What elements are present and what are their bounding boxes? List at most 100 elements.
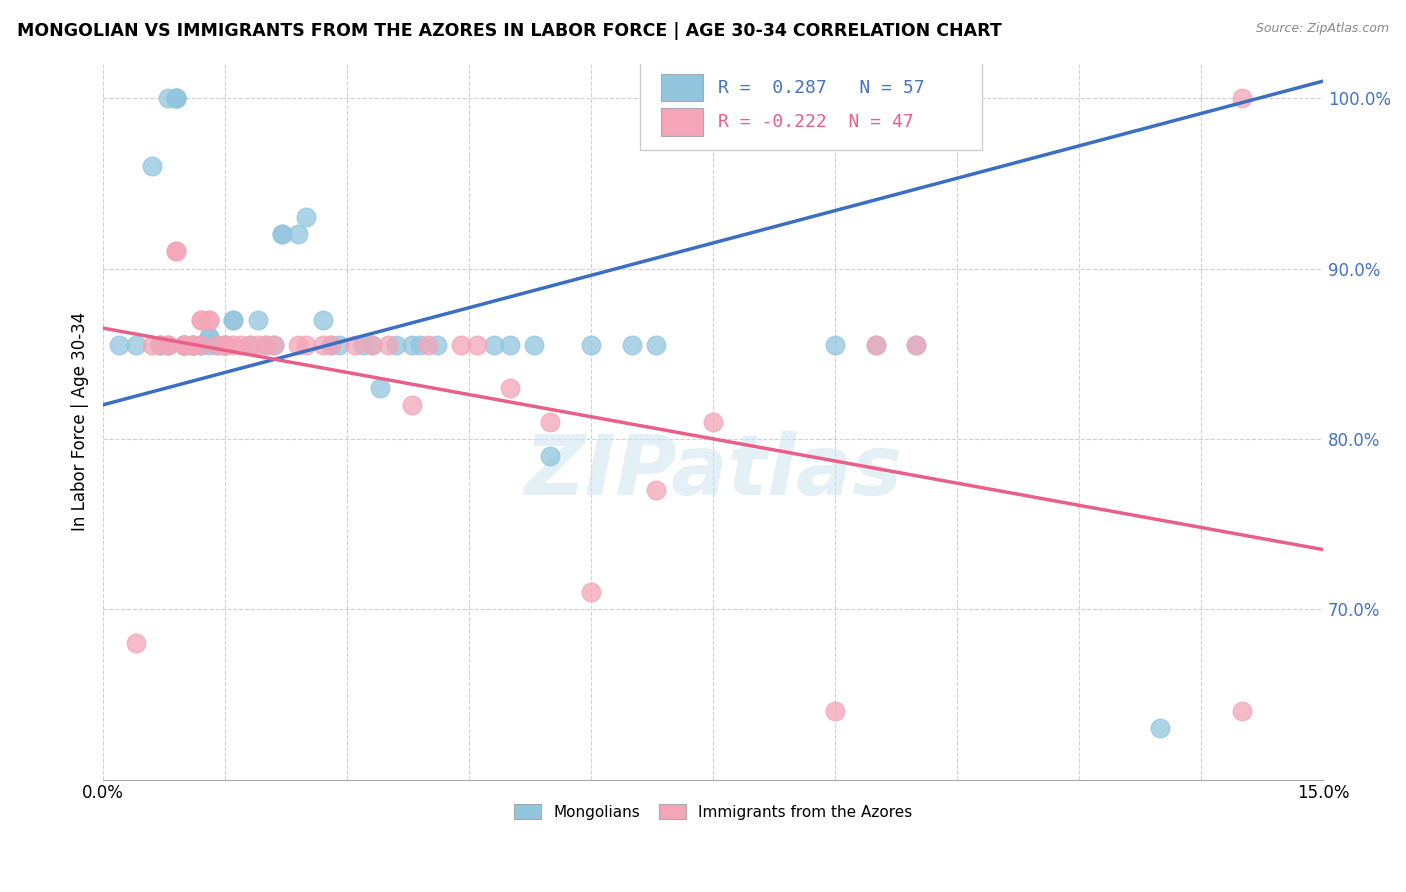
Point	[173, 338, 195, 352]
Point	[905, 338, 928, 352]
Point	[328, 338, 350, 352]
Point	[824, 705, 846, 719]
Point	[246, 338, 269, 352]
Point	[157, 338, 180, 352]
Point	[214, 338, 236, 352]
Point	[344, 338, 367, 352]
Point	[579, 338, 602, 352]
Point	[287, 338, 309, 352]
Point	[482, 338, 505, 352]
Point	[409, 338, 432, 352]
Point	[246, 312, 269, 326]
Text: Source: ZipAtlas.com: Source: ZipAtlas.com	[1256, 22, 1389, 36]
Point	[905, 338, 928, 352]
Point	[238, 338, 260, 352]
Point	[181, 338, 204, 352]
FancyBboxPatch shape	[640, 61, 981, 150]
Point	[198, 338, 221, 352]
Point	[254, 338, 277, 352]
Y-axis label: In Labor Force | Age 30-34: In Labor Force | Age 30-34	[72, 312, 89, 532]
Point	[214, 338, 236, 352]
Point	[368, 381, 391, 395]
Point	[295, 338, 318, 352]
Point	[190, 338, 212, 352]
Point	[222, 312, 245, 326]
Text: MONGOLIAN VS IMMIGRANTS FROM THE AZORES IN LABOR FORCE | AGE 30-34 CORRELATION C: MONGOLIAN VS IMMIGRANTS FROM THE AZORES …	[17, 22, 1001, 40]
Point	[214, 338, 236, 352]
Point	[1230, 91, 1253, 105]
Point	[465, 338, 488, 352]
Point	[181, 338, 204, 352]
Point	[319, 338, 342, 352]
Point	[523, 338, 546, 352]
Point	[540, 449, 562, 463]
Point	[426, 338, 449, 352]
Text: ZIPatlas: ZIPatlas	[524, 432, 903, 512]
Point	[181, 338, 204, 352]
Point	[190, 338, 212, 352]
FancyBboxPatch shape	[661, 74, 703, 102]
Point	[645, 483, 668, 497]
Point	[254, 338, 277, 352]
Point	[108, 338, 131, 352]
Point	[401, 338, 423, 352]
Point	[352, 338, 374, 352]
Point	[124, 338, 146, 352]
Point	[198, 329, 221, 343]
Point	[702, 415, 724, 429]
Point	[141, 338, 163, 352]
Point	[231, 338, 253, 352]
Text: R =  0.287   N = 57: R = 0.287 N = 57	[718, 78, 925, 96]
Point	[319, 338, 342, 352]
Point	[1149, 722, 1171, 736]
Point	[149, 338, 172, 352]
Point	[263, 338, 285, 352]
Point	[222, 338, 245, 352]
Point	[190, 312, 212, 326]
Point	[540, 415, 562, 429]
Point	[165, 244, 187, 259]
Point	[824, 338, 846, 352]
Point	[263, 338, 285, 352]
Point	[450, 338, 472, 352]
Point	[238, 338, 260, 352]
Point	[173, 338, 195, 352]
Point	[181, 338, 204, 352]
Point	[173, 338, 195, 352]
Point	[295, 211, 318, 225]
Point	[198, 329, 221, 343]
Point	[271, 227, 294, 242]
Point	[579, 585, 602, 599]
Point	[157, 91, 180, 105]
Point	[222, 312, 245, 326]
Point	[173, 338, 195, 352]
Point	[190, 312, 212, 326]
Point	[418, 338, 440, 352]
Point	[190, 338, 212, 352]
Text: R = -0.222  N = 47: R = -0.222 N = 47	[718, 113, 914, 131]
Point	[165, 91, 187, 105]
Point	[181, 338, 204, 352]
Point	[287, 227, 309, 242]
Point	[401, 398, 423, 412]
Point	[499, 381, 522, 395]
Point	[173, 338, 195, 352]
Point	[385, 338, 408, 352]
Point	[620, 338, 643, 352]
Point	[157, 338, 180, 352]
Point	[205, 338, 228, 352]
Point	[1230, 705, 1253, 719]
Legend: Mongolians, Immigrants from the Azores: Mongolians, Immigrants from the Azores	[508, 797, 918, 826]
Point	[312, 312, 335, 326]
Point	[173, 338, 195, 352]
Point	[312, 338, 335, 352]
Point	[149, 338, 172, 352]
Point	[360, 338, 382, 352]
FancyBboxPatch shape	[661, 109, 703, 136]
Point	[165, 91, 187, 105]
Point	[141, 159, 163, 173]
Point	[865, 338, 887, 352]
Point	[165, 91, 187, 105]
Point	[360, 338, 382, 352]
Point	[124, 636, 146, 650]
